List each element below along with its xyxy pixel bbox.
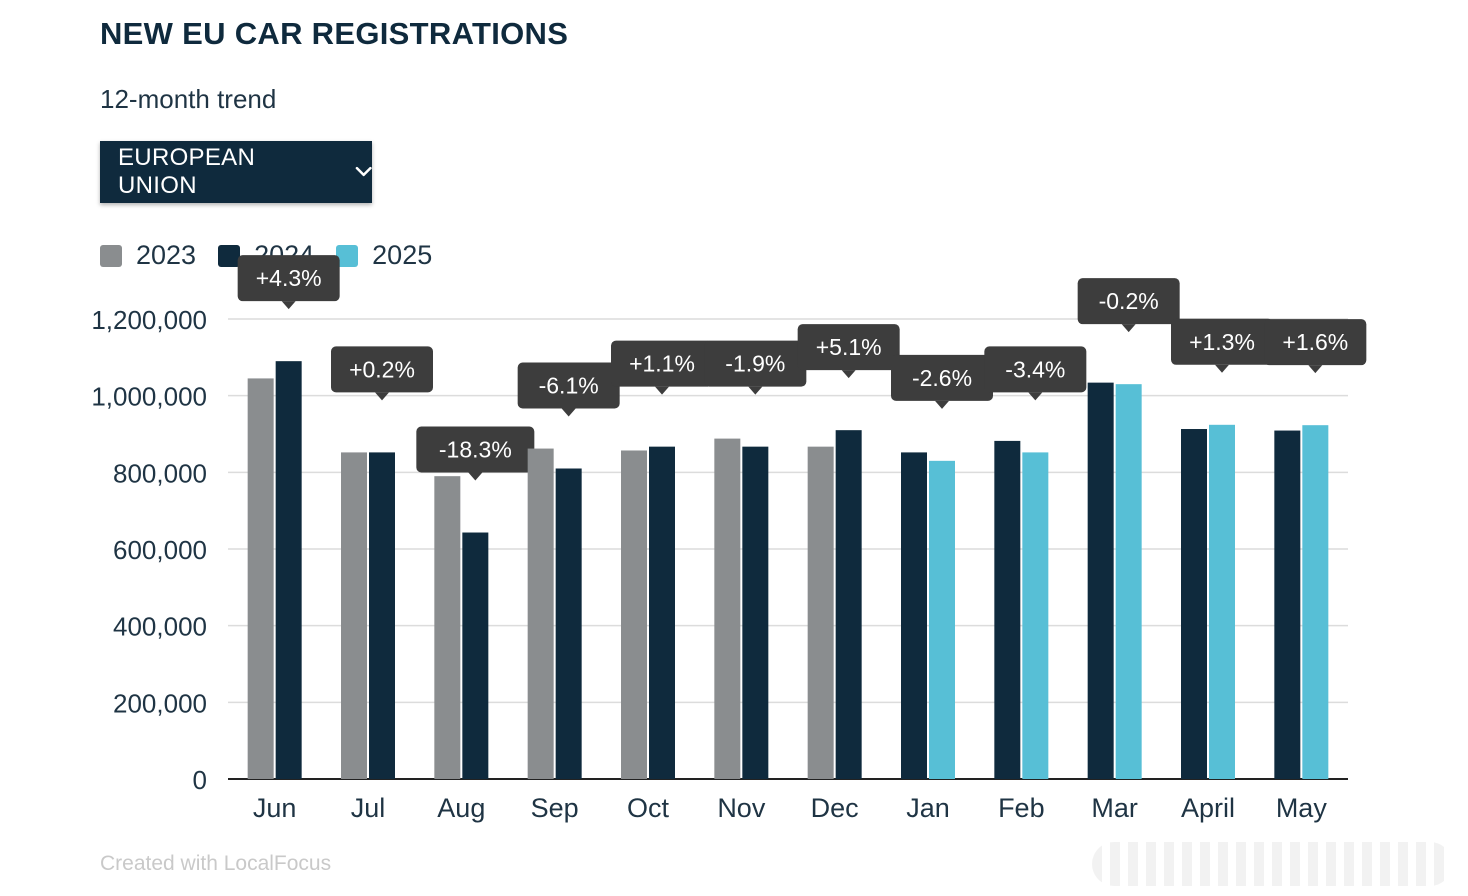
change-label-bubble <box>611 340 713 387</box>
change-label-pointer <box>281 301 296 310</box>
bar-2025-feb <box>1022 452 1049 779</box>
change-label-pointer <box>468 472 483 481</box>
bar-2024-nov <box>742 446 769 779</box>
change-label: +5.1% <box>816 334 882 360</box>
change-label: +0.2% <box>349 356 415 382</box>
legend-item-2025[interactable]: 2025 <box>336 240 432 271</box>
x-tick-label: Jun <box>253 793 297 823</box>
chart-title: NEW EU CAR REGISTRATIONS <box>100 16 569 51</box>
x-tick-label: Aug <box>437 793 485 823</box>
change-label-bubble <box>984 346 1087 393</box>
x-tick-label: Jul <box>351 793 386 823</box>
change-label-bubble <box>1264 319 1367 366</box>
legend-label-2025: 2025 <box>372 240 433 270</box>
legend-swatch-2024 <box>218 244 241 267</box>
change-label-bubble <box>797 324 900 371</box>
bar-2024-jan <box>901 452 927 779</box>
legend-swatch-2023 <box>100 244 122 267</box>
y-tick-label: 200,000 <box>113 688 207 718</box>
change-label: +1.3% <box>1189 329 1255 355</box>
x-tick-label: May <box>1276 793 1328 823</box>
change-label-bubble <box>1077 278 1180 325</box>
y-tick-label: 1,000,000 <box>91 382 207 412</box>
region-dropdown-label: EUROPEAN UNION <box>118 144 256 199</box>
bar-2024-sep <box>555 468 582 779</box>
change-label-bubble <box>517 362 620 409</box>
change-label: +4.3% <box>256 265 322 291</box>
bar-2023-sep <box>527 448 554 779</box>
bar-2023-aug <box>434 476 461 779</box>
change-label: -6.1% <box>539 373 599 399</box>
y-tick-label: 1,200,000 <box>91 305 207 335</box>
bar-2024-jun <box>275 361 302 779</box>
y-tick-label: 600,000 <box>113 535 207 565</box>
x-tick-label: Jan <box>906 793 950 823</box>
change-label-pointer <box>841 370 856 379</box>
change-label: -1.9% <box>725 351 785 377</box>
x-tick-label: Feb <box>998 793 1045 823</box>
change-label-bubble <box>1171 318 1273 365</box>
change-label: -3.4% <box>1005 356 1065 382</box>
x-tick-label: Nov <box>717 793 766 823</box>
change-label-bubble <box>891 354 993 401</box>
bar-2024-april <box>1181 429 1207 779</box>
y-tick-label: 400,000 <box>113 612 207 642</box>
x-tick-label: Sep <box>531 793 579 823</box>
change-label-pointer <box>375 392 389 401</box>
change-label-pointer <box>655 386 669 395</box>
change-label-bubble <box>704 340 807 387</box>
change-label-pointer <box>561 408 576 417</box>
bar-2024-aug <box>462 532 489 779</box>
x-tick-label: April <box>1181 793 1235 823</box>
change-label-pointer <box>1308 365 1323 374</box>
watermark-logo <box>1092 842 1452 886</box>
bar-2025-april <box>1209 424 1235 779</box>
change-label: -0.2% <box>1099 288 1159 314</box>
bar-2025-mar <box>1115 384 1142 779</box>
bar-2023-nov <box>714 438 741 779</box>
bar-2024-mar <box>1087 382 1114 779</box>
bar-2024-may <box>1274 430 1301 779</box>
legend-label-2023: 2023 <box>136 240 197 270</box>
change-label-pointer <box>1028 392 1043 401</box>
bar-2024-feb <box>994 440 1021 779</box>
chevron-down-icon <box>355 166 372 177</box>
x-tick-label: Dec <box>811 793 859 823</box>
bar-2025-may <box>1302 425 1329 779</box>
bar-2023-jul <box>341 452 367 779</box>
bar-2023-jun <box>247 378 274 779</box>
change-label-pointer <box>1121 324 1136 333</box>
y-tick-label: 0 <box>193 765 207 795</box>
y-tick-label: 800,000 <box>113 458 207 488</box>
change-label: -18.3% <box>439 437 512 463</box>
change-label-bubble <box>416 426 535 473</box>
bar-2024-jul <box>369 452 395 779</box>
change-label: +1.6% <box>1282 329 1348 355</box>
x-tick-label: Mar <box>1091 793 1138 823</box>
legend-swatch-2025 <box>336 244 359 267</box>
change-label: -2.6% <box>912 365 972 391</box>
bar-2025-jan <box>929 460 955 779</box>
legend-item-2023[interactable]: 2023 <box>100 240 196 271</box>
footer-credit[interactable]: Created with LocalFocus <box>100 852 332 875</box>
change-label-bubble <box>331 346 433 393</box>
change-label-pointer <box>748 386 763 395</box>
region-dropdown[interactable]: EUROPEAN UNION <box>100 141 372 203</box>
change-label-bubble <box>237 255 340 302</box>
bar-2024-oct <box>649 446 675 779</box>
change-label: +1.1% <box>629 351 695 377</box>
bar-2024-dec <box>835 430 862 779</box>
bar-2023-dec <box>807 446 834 779</box>
bar-2023-oct <box>621 450 647 779</box>
change-label-pointer <box>935 400 949 409</box>
chart-subtitle: 12-month trend <box>100 84 277 114</box>
change-label-pointer <box>1215 364 1229 373</box>
x-tick-label: Oct <box>627 793 670 823</box>
